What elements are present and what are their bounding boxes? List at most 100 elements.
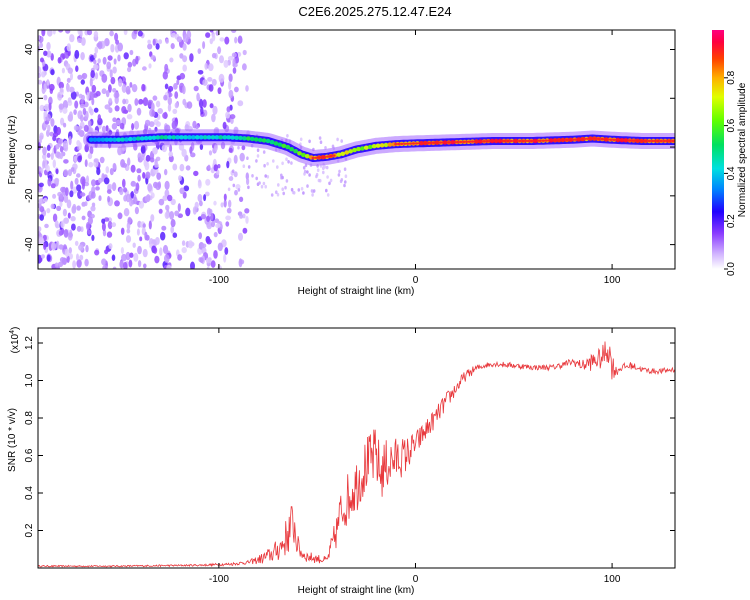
noise-speckle: [164, 83, 169, 90]
snr-series-line: [38, 341, 675, 568]
noise-speckle: [164, 180, 170, 190]
noise-speckle: [225, 215, 232, 221]
noise-speckle: [108, 243, 113, 250]
noise-speckle: [158, 208, 163, 214]
ridge-core: [544, 139, 548, 142]
noise-speckle: [138, 99, 142, 105]
noise-speckle: [162, 195, 168, 202]
noise-speckle: [97, 58, 101, 64]
ridge-core: [400, 142, 404, 146]
noise-speckle: [93, 31, 99, 38]
noise-speckle: [340, 139, 344, 143]
noise-speckle: [80, 176, 86, 186]
ridge-core: [444, 141, 448, 144]
colorbar-label: Normalized spectral amplitude: [737, 82, 748, 217]
noise-speckle: [134, 99, 139, 105]
ridge-core: [459, 140, 463, 144]
figure-title: C2E6.2025.275.12.47.E24: [298, 4, 451, 19]
ridge-cell: [202, 135, 208, 140]
ridge-cell: [143, 136, 149, 141]
noise-speckle: [112, 66, 117, 74]
ridge-cell: [230, 135, 236, 140]
noise-speckle: [79, 254, 84, 261]
noise-speckle: [76, 173, 81, 178]
noise-speckle: [157, 181, 161, 189]
spectrogram-panel: -100 0 100 -40 -20 0 20 40 Height of straight l…: [7, 29, 676, 297]
noise-speckle: [128, 259, 133, 268]
ridge-cell: [383, 142, 389, 148]
noise-speckle: [299, 137, 303, 142]
noise-speckle: [87, 229, 92, 235]
noise-speckle: [242, 164, 246, 168]
ridge-core: [571, 138, 575, 141]
noise-speckle: [69, 86, 75, 93]
noise-speckle: [255, 176, 258, 181]
noise-speckle: [126, 221, 131, 230]
noise-speckle: [207, 77, 213, 82]
noise-speckle: [228, 80, 232, 90]
noise-speckle: [137, 174, 141, 182]
noise-speckle: [135, 55, 139, 65]
noise-speckle: [38, 226, 42, 232]
noise-speckle: [213, 231, 218, 238]
noise-speckle: [170, 43, 175, 50]
noise-speckle: [74, 177, 79, 185]
noise-speckle: [130, 164, 136, 173]
noise-speckle: [85, 244, 89, 253]
noise-speckle: [228, 89, 234, 99]
noise-speckle: [123, 208, 130, 217]
noise-speckle: [109, 168, 114, 176]
noise-speckle: [142, 223, 146, 229]
noise-speckle: [125, 193, 131, 203]
noise-speckle: [290, 161, 293, 165]
ridge-core: [465, 140, 469, 143]
noise-speckle: [328, 181, 331, 186]
noise-speckle: [167, 194, 173, 202]
noise-speckle: [197, 48, 202, 54]
noise-speckle: [315, 174, 318, 179]
noise-speckle: [200, 106, 204, 115]
noise-speckle: [164, 254, 170, 263]
noise-speckle: [81, 37, 86, 46]
noise-speckle: [111, 222, 117, 228]
ridge-cell: [214, 135, 220, 140]
spectrogram-heatmap: [38, 30, 675, 269]
ridge-core: [311, 156, 315, 160]
noise-speckle: [50, 183, 56, 189]
noise-speckle: [41, 71, 46, 78]
ridge-core: [633, 139, 637, 142]
noise-speckle: [222, 121, 227, 130]
noise-speckle: [70, 180, 74, 190]
colorbar-tick-label: 0.0: [726, 262, 737, 276]
noise-speckle: [38, 45, 41, 52]
ridge-core: [417, 142, 421, 145]
noise-speckle: [234, 86, 239, 93]
noise-speckle: [211, 33, 216, 42]
ridge-core: [432, 141, 436, 144]
ridge-cell: [301, 152, 306, 158]
noise-speckle: [77, 190, 83, 199]
noise-speckle: [246, 177, 250, 186]
noise-speckle: [113, 91, 120, 99]
noise-speckle: [197, 194, 203, 202]
noise-speckle: [239, 152, 245, 162]
snr-xtick-label: 100: [604, 574, 621, 585]
ridge-core: [665, 139, 669, 143]
ridge-cell: [253, 137, 259, 142]
ridge-core: [447, 141, 451, 144]
colorbar: 0.0 0.2 0.4 0.6 0.8 Normalized spectral ampl…: [712, 30, 748, 276]
ridge-cell: [155, 135, 161, 140]
noise-speckle: [211, 78, 217, 86]
noise-speckle: [189, 146, 193, 155]
noise-speckle: [176, 36, 183, 43]
ridge-core: [594, 137, 599, 140]
noise-speckle: [70, 216, 76, 222]
noise-speckle: [78, 244, 84, 251]
noise-speckle: [246, 156, 249, 160]
ridge-cell: [131, 136, 137, 142]
noise-speckle: [171, 32, 176, 38]
noise-speckle: [186, 101, 193, 109]
noise-speckle: [107, 221, 113, 230]
ridge-cell: [297, 151, 302, 156]
noise-speckle: [77, 38, 82, 43]
